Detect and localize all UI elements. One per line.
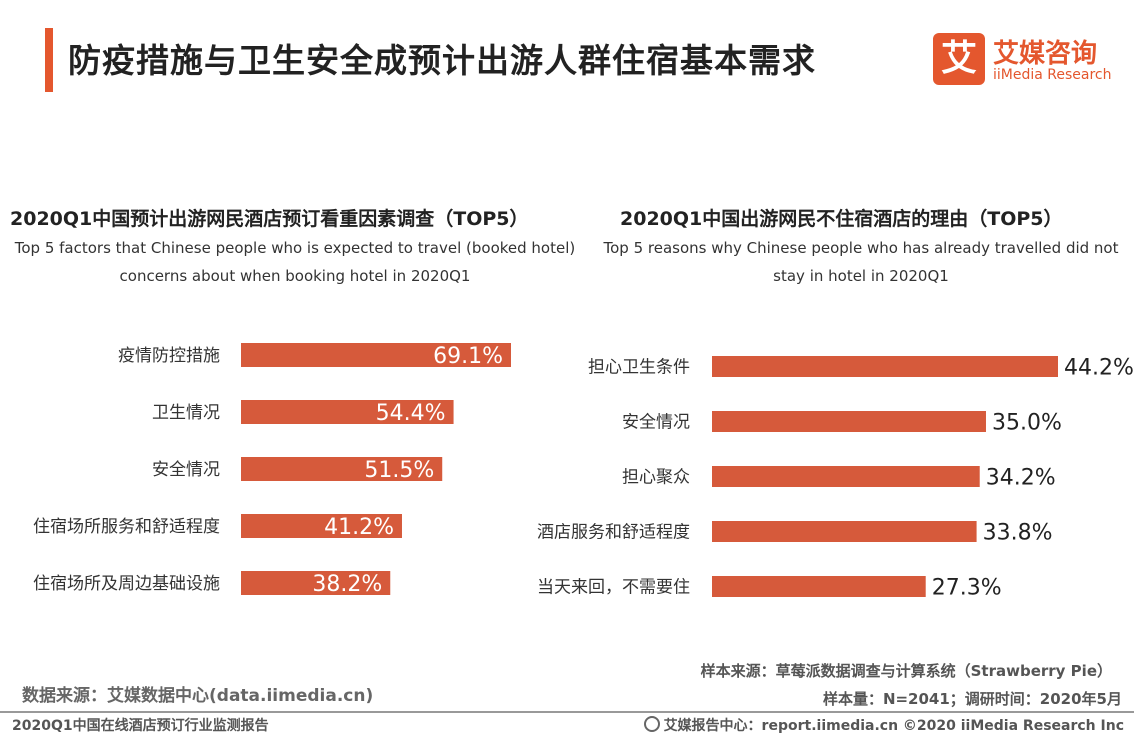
footer-divider xyxy=(0,711,1134,713)
sample-size: 样本量：N=2041；调研时间：2020年5月 xyxy=(822,690,1122,708)
iimedia-logo: 艾 艾媒咨询 iiMedia Research xyxy=(933,33,1123,85)
chart0-value-label-4: 38.2% xyxy=(312,572,382,597)
chart1-bar-2 xyxy=(712,466,980,487)
chart1-bar-0 xyxy=(712,356,1058,377)
report-name: 2020Q1中国在线酒店预订行业监测报告 xyxy=(12,718,269,734)
chart0-value-label-3: 41.2% xyxy=(324,515,394,540)
chart1-value-label-1: 35.0% xyxy=(992,411,1062,436)
chart0-value-label-1: 54.4% xyxy=(376,401,446,426)
chart0-bar-4 xyxy=(241,571,391,595)
title-accent-bar xyxy=(45,28,53,92)
chart0-bar-1 xyxy=(241,400,454,424)
page-title: 防疫措施与卫生安全成预计出游人群住宿基本需求 xyxy=(68,41,816,80)
chart0-bar-3 xyxy=(241,514,402,538)
chart1-bar-4 xyxy=(712,576,926,597)
chart1-value-label-3: 33.8% xyxy=(983,521,1053,546)
report-center: 艾媒报告中心：report.iimedia.cn ©2020 iiMedia R… xyxy=(643,715,1124,735)
chart0-category-label-2: 安全情况 xyxy=(152,460,220,480)
chart1-category-label-0: 担心卫生条件 xyxy=(588,358,690,378)
chart0-category-label-1: 卫生情况 xyxy=(152,403,220,423)
logo-mark: 艾 xyxy=(933,33,985,85)
right-chart-title: 2020Q1中国出游网民不住宿酒店的理由（TOP5） xyxy=(620,208,1063,230)
left-chart-subtitle: Top 5 factors that Chinese people who is… xyxy=(14,239,576,285)
chart1-category-label-2: 担心聚众 xyxy=(622,468,690,488)
globe-icon xyxy=(643,716,660,732)
chart1-category-label-1: 安全情况 xyxy=(622,413,690,433)
left-chart-title: 2020Q1中国预计出游网民酒店预订看重因素调查（TOP5） xyxy=(10,208,529,230)
chart0-bar-2 xyxy=(241,457,443,481)
chart0-category-label-3: 住宿场所服务和舒适程度 xyxy=(33,517,220,537)
chart0-category-label-4: 住宿场所及周边基础设施 xyxy=(33,574,220,594)
chart1-value-label-4: 27.3% xyxy=(932,576,1002,601)
logo-cn-text: 艾媒咨询 xyxy=(993,39,1098,69)
logo-en-text: iiMedia Research xyxy=(993,67,1112,83)
data-source: 数据来源：艾媒数据中心(data.iimedia.cn) xyxy=(22,686,374,706)
chart1-value-label-0: 44.2% xyxy=(1064,356,1134,381)
chart1-bar-3 xyxy=(712,521,977,542)
chart1-category-label-4: 当天来回，不需要住 xyxy=(537,578,690,598)
chart0-value-label-0: 69.1% xyxy=(433,344,503,369)
chart1-value-label-2: 34.2% xyxy=(986,466,1056,491)
report-center-text: 艾媒报告中心：report.iimedia.cn ©2020 iiMedia R… xyxy=(663,718,1124,734)
chart0-category-label-0: 疫情防控措施 xyxy=(118,346,220,366)
chart1-bar-1 xyxy=(712,411,986,432)
chart0-value-label-2: 51.5% xyxy=(364,458,434,483)
right-chart-subtitle: Top 5 reasons why Chinese people who has… xyxy=(603,239,1119,285)
chart0-bar-0 xyxy=(241,343,511,367)
sample-source: 样本来源：草莓派数据调查与计算系统（Strawberry Pie） xyxy=(700,662,1112,680)
chart1-category-label-3: 酒店服务和舒适程度 xyxy=(537,523,690,543)
